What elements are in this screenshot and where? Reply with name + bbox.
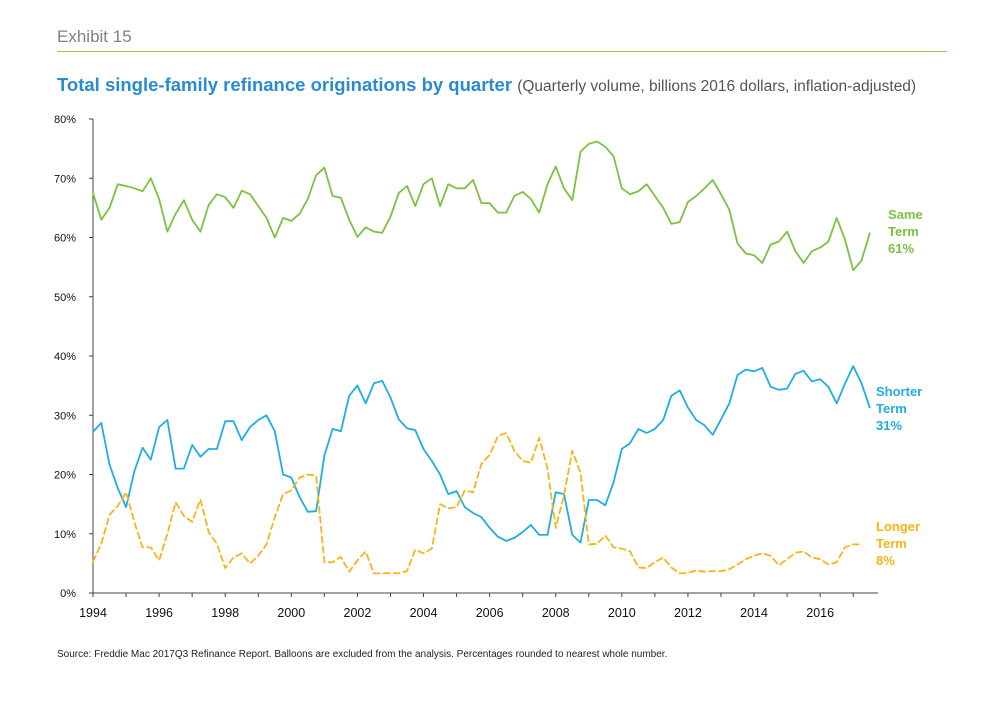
same-term-label: Same — [888, 207, 923, 222]
source-note: Source: Freddie Mac 2017Q3 Refinance Rep… — [57, 649, 668, 660]
chart-title-main: Total single-family refinance originatio… — [57, 74, 513, 95]
x-tick-label: 2008 — [542, 606, 570, 620]
longer-term-label: 8% — [876, 553, 895, 568]
x-tick-label: 1994 — [79, 606, 107, 620]
shorter-term-label: 31% — [876, 418, 902, 433]
shorter-term-line — [92, 365, 871, 544]
longer-term-line — [92, 432, 863, 575]
y-tick-label: 30% — [54, 410, 76, 422]
chart-title: Total single-family refinance originatio… — [57, 74, 916, 96]
y-tick-label: 40% — [54, 351, 76, 363]
x-tick-label: 2014 — [740, 606, 768, 620]
x-tick-label: 2006 — [476, 606, 504, 620]
same-term-label: Term — [888, 224, 919, 239]
longer-term-label: Term — [876, 536, 907, 551]
y-tick-label: 60% — [54, 233, 76, 245]
y-tick-label: 0% — [60, 588, 76, 600]
y-tick-label: 80% — [54, 114, 76, 126]
x-tick-label: 2000 — [277, 606, 305, 620]
shorter-term-label: Shorter — [876, 384, 922, 399]
y-tick-label: 20% — [54, 470, 76, 482]
x-tick-label: 2016 — [806, 606, 834, 620]
x-tick-label: 2012 — [674, 606, 702, 620]
x-tick-label: 1996 — [145, 606, 173, 620]
header-rule — [57, 51, 947, 52]
series-labels: Same Term 61% Shorter Term 31% Longer Term 8% — [876, 207, 923, 568]
shorter-term-label: Term — [876, 401, 907, 416]
y-tick-label: 10% — [54, 529, 76, 541]
x-tick-label: 2010 — [608, 606, 636, 620]
exhibit-label: Exhibit 15 — [57, 27, 132, 46]
axes: 0% 10% 20% 30% 40% 50% 60% 70% 80% 1994 1996 1998 20… — [54, 114, 878, 620]
same-term-line — [92, 140, 871, 272]
chart-subtitle: (Quarterly volume, billions 2016 dollars… — [517, 78, 917, 95]
series-lines — [92, 140, 871, 575]
longer-term-label: Longer — [876, 519, 920, 534]
y-tick-label: 70% — [54, 173, 76, 185]
x-tick-label: 2004 — [410, 606, 438, 620]
x-tick-label: 2002 — [344, 606, 372, 620]
x-tick-label: 1998 — [211, 606, 239, 620]
same-term-label: 61% — [888, 241, 914, 256]
y-tick-label: 50% — [54, 292, 76, 304]
